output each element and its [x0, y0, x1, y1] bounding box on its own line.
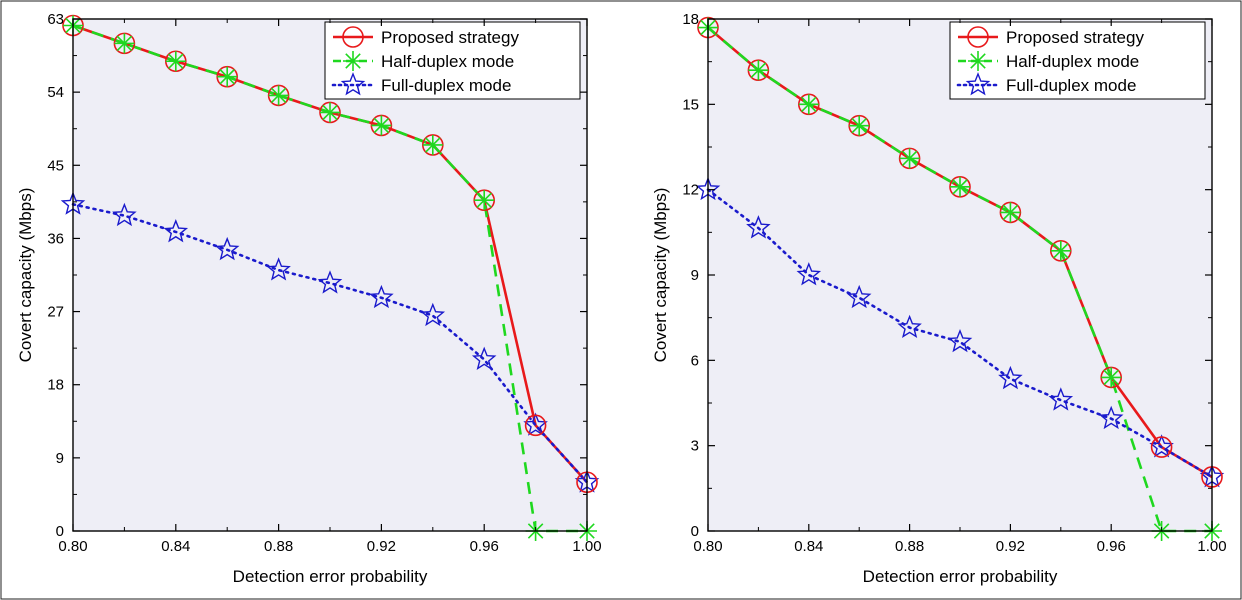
asterisk-marker-point — [748, 60, 769, 81]
asterisk-marker-point — [950, 176, 970, 197]
y-tick-label: 0 — [56, 523, 64, 540]
asterisk-marker-point — [798, 94, 819, 115]
asterisk-marker-point — [1101, 367, 1122, 388]
star-marker-point — [746, 215, 771, 239]
x-tick-label: 1.00 — [1197, 538, 1226, 555]
x-tick-label: 0.80 — [693, 538, 722, 555]
star-marker-point — [523, 412, 548, 436]
asterisk-marker-point — [165, 51, 186, 72]
y-tick-label: 63 — [47, 11, 64, 28]
left-x-axis-label: Detection error probability — [233, 567, 428, 586]
right-x-axis-label: Detection error probability — [863, 567, 1058, 586]
y-tick-label: 27 — [47, 304, 64, 321]
circle-marker-point — [1150, 436, 1173, 458]
y-tick-label: 36 — [47, 230, 64, 247]
legend-marker — [342, 26, 364, 48]
star-marker-point — [1098, 405, 1124, 430]
star-marker-point — [998, 365, 1023, 390]
circle-marker-point — [524, 414, 547, 437]
x-tick-label: 0.92 — [996, 538, 1025, 555]
legend-label: Half-duplex mode — [1006, 52, 1139, 71]
legend-label: Proposed strategy — [381, 28, 519, 47]
x-tick-label: 0.92 — [367, 538, 396, 555]
star-marker-point — [163, 219, 189, 243]
legend-marker — [340, 72, 366, 96]
y-tick-label: 54 — [47, 84, 64, 101]
legend-box — [324, 21, 581, 100]
asterisk-marker-point — [899, 148, 920, 169]
plot-area-right — [708, 19, 1212, 531]
x-tick-label: 1.00 — [572, 538, 601, 555]
x-tick-label: 0.88 — [895, 538, 924, 555]
star-marker-point — [471, 346, 497, 370]
legend-label: Full-duplex mode — [381, 76, 511, 95]
legend-marker — [343, 51, 363, 71]
legend-marker — [968, 51, 988, 71]
asterisk-marker-point — [268, 85, 289, 106]
star-marker-point — [947, 328, 973, 353]
asterisk-marker-point — [849, 115, 870, 136]
x-tick-label: 0.80 — [58, 538, 87, 555]
y-tick-label: 3 — [691, 438, 699, 455]
y-tick-label: 18 — [682, 11, 699, 28]
y-tick-label: 6 — [691, 352, 699, 369]
y-tick-label: 45 — [47, 157, 64, 174]
y-tick-label: 12 — [682, 182, 699, 199]
asterisk-marker-point — [371, 115, 392, 136]
legend-label: Full-duplex mode — [1006, 76, 1136, 95]
asterisk-marker-point — [1000, 202, 1021, 223]
star-marker-point — [846, 284, 872, 309]
star-marker-point — [796, 262, 822, 286]
asterisk-marker-point — [422, 134, 443, 155]
star-marker-point — [266, 257, 291, 281]
y-tick-label: 15 — [682, 96, 699, 113]
star-marker-point — [1149, 434, 1174, 458]
star-marker-point — [317, 270, 343, 294]
star-marker-point — [112, 202, 137, 227]
star-marker-point — [897, 314, 922, 339]
star-marker-point — [420, 302, 446, 327]
legend-box — [949, 21, 1206, 100]
asterisk-marker-point — [114, 33, 135, 54]
star-marker-point — [369, 284, 394, 309]
right-y-axis-label: Covert capacity (Mbps) — [651, 188, 670, 363]
x-tick-label: 0.84 — [794, 538, 823, 555]
left-y-axis-label: Covert capacity (Mbps) — [16, 188, 35, 363]
y-tick-label: 9 — [56, 450, 64, 467]
asterisk-marker-point — [320, 102, 340, 123]
right-chart-legend: Proposed strategy Half-duplex mode Full-du… — [949, 21, 1206, 100]
x-tick-label: 0.88 — [264, 538, 293, 555]
y-tick-label: 18 — [47, 377, 64, 394]
legend-label: Half-duplex mode — [381, 52, 514, 71]
legend-marker — [967, 26, 989, 48]
x-tick-label: 0.96 — [470, 538, 499, 555]
legend-label: Proposed strategy — [1006, 28, 1144, 47]
asterisk-marker-point — [217, 66, 238, 87]
x-tick-label: 0.84 — [161, 538, 190, 555]
asterisk-marker-point — [474, 190, 495, 211]
star-marker-point — [214, 236, 240, 261]
x-tick-label: 0.96 — [1097, 538, 1126, 555]
series-line-full-duplex-mode — [71, 203, 589, 484]
left-chart-legend: Proposed strategy Half-duplex mode Full-du… — [324, 21, 581, 100]
right-chart: Proposed strategy Half-duplex mode Full-du… — [651, 11, 1227, 586]
legend-marker — [965, 72, 991, 96]
left-chart: Proposed strategy Half-duplex mode Full-du… — [16, 11, 602, 586]
asterisk-marker-point — [1050, 240, 1071, 261]
y-tick-label: 9 — [691, 267, 699, 284]
star-marker-point — [1048, 387, 1074, 411]
y-tick-label: 0 — [691, 523, 699, 540]
